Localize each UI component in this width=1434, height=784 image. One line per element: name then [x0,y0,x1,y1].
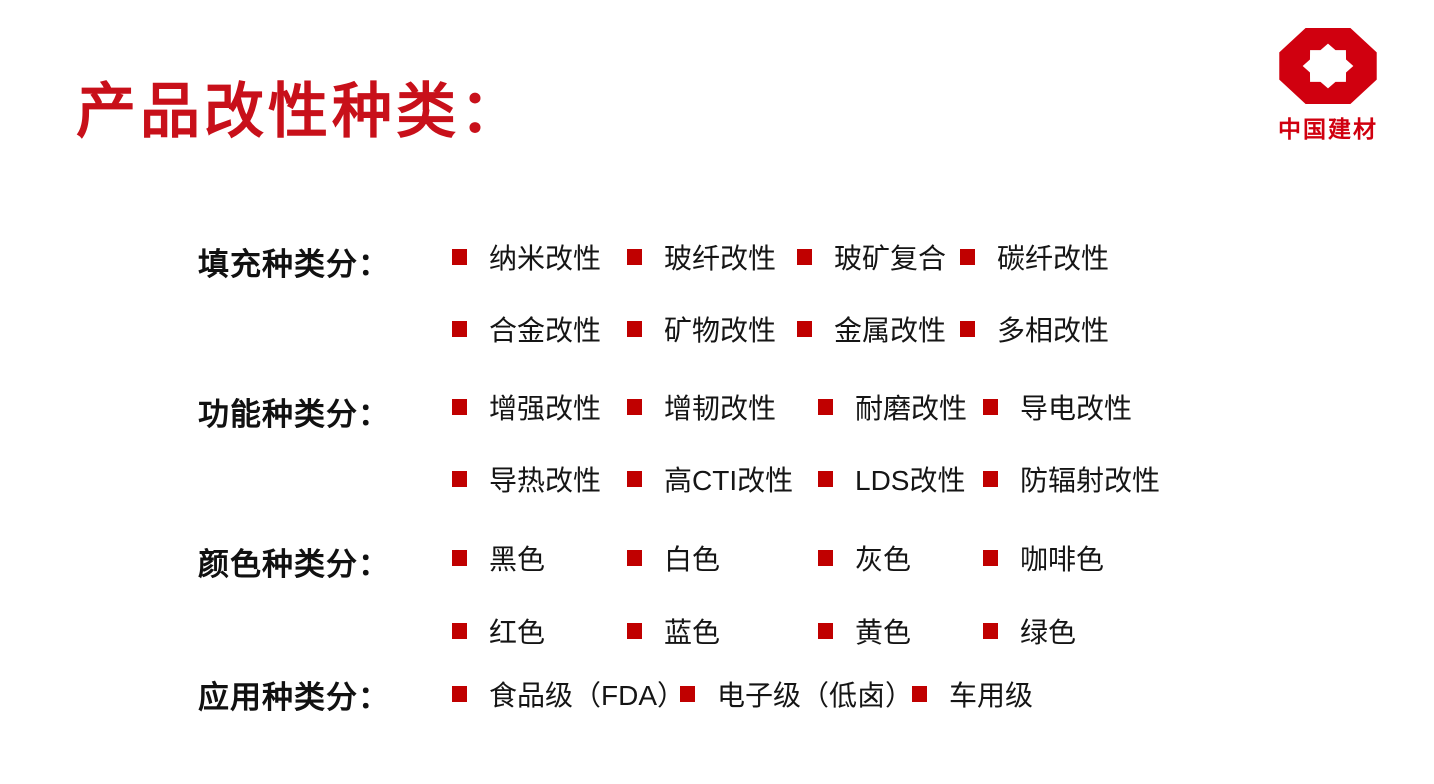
application-types-line: 食品级（FDA） 电子级（低卤） 车用级 [0,676,1434,712]
cnbm-logo: 中国建材 [1272,28,1384,144]
list-item: 电子级（低卤） [680,676,913,712]
list-item: 碳纤改性 [960,239,1109,275]
bullet-square-icon [627,550,642,566]
bullet-square-icon [818,399,833,415]
list-item: 黑色 [452,540,545,576]
fill-types-line-1: 纳米改性 玻纤改性 玻矿复合 碳纤改性 [0,239,1434,275]
bullet-square-icon [452,686,467,702]
fill-types-line-2: 合金改性 矿物改性 金属改性 多相改性 [0,311,1434,347]
bullet-square-icon [983,399,998,415]
list-item: 合金改性 [452,311,601,347]
bullet-square-icon [983,550,998,566]
octagon-star-icon [1279,28,1377,104]
bullet-square-icon [452,471,467,487]
list-item: 玻矿复合 [797,239,946,275]
category-label-fill: 填充种类分： [198,247,390,282]
logo-wordmark: 中国建材 [1278,116,1378,142]
list-item: 防辐射改性 [983,461,1160,497]
list-item: 矿物改性 [627,311,776,347]
bullet-square-icon [627,471,642,487]
list-item: 黄色 [818,613,911,649]
category-label-function: 功能种类分： [198,397,390,432]
list-item: 增强改性 [452,389,601,425]
category-label-color: 颜色种类分： [198,547,390,582]
list-item: 导电改性 [983,389,1132,425]
list-item: 导热改性 [452,461,601,497]
bullet-square-icon [818,471,833,487]
list-item: 红色 [452,613,545,649]
bullet-square-icon [797,321,812,337]
bullet-square-icon [818,623,833,639]
bullet-square-icon [452,321,467,337]
color-types-line-2: 红色 蓝色 黄色 绿色 [0,613,1434,649]
bullet-square-icon [452,399,467,415]
list-item: 增韧改性 [627,389,776,425]
list-item: 玻纤改性 [627,239,776,275]
bullet-square-icon [627,321,642,337]
bullet-square-icon [452,249,467,265]
list-item: 纳米改性 [452,239,601,275]
list-item: 耐磨改性 [818,389,967,425]
list-item: 灰色 [818,540,911,576]
page-title: 产品改性种类： [76,78,524,145]
bullet-square-icon [960,321,975,337]
bullet-square-icon [452,550,467,566]
function-types-line-1: 增强改性 增韧改性 耐磨改性 导电改性 [0,389,1434,425]
bullet-square-icon [627,399,642,415]
bullet-square-icon [680,686,695,702]
bullet-square-icon [960,249,975,265]
list-item: 高CTI改性 [627,461,793,497]
list-item: 食品级（FDA） [452,676,685,712]
bullet-square-icon [912,686,927,702]
bullet-square-icon [797,249,812,265]
list-item: LDS改性 [818,461,965,497]
bullet-square-icon [818,550,833,566]
category-label-application: 应用种类分： [198,680,390,715]
list-item: 咖啡色 [983,540,1104,576]
bullet-square-icon [983,623,998,639]
list-item: 绿色 [983,613,1076,649]
list-item: 金属改性 [797,311,946,347]
color-types-line-1: 黑色 白色 灰色 咖啡色 [0,540,1434,576]
list-item: 车用级 [912,676,1033,712]
bullet-square-icon [627,249,642,265]
bullet-square-icon [983,471,998,487]
list-item: 蓝色 [627,613,720,649]
bullet-square-icon [627,623,642,639]
bullet-square-icon [452,623,467,639]
function-types-line-2: 导热改性 高CTI改性 LDS改性 防辐射改性 [0,461,1434,497]
list-item: 白色 [627,540,720,576]
list-item: 多相改性 [960,311,1109,347]
